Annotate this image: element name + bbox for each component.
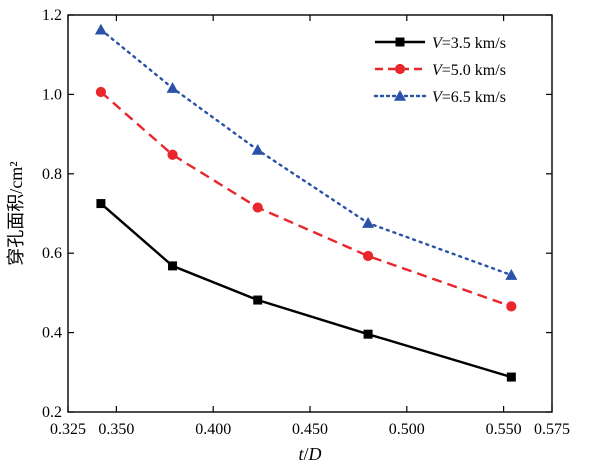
data-point	[394, 90, 406, 101]
data-point	[505, 269, 518, 280]
y-tick-label: 0.8	[42, 166, 62, 183]
data-point	[166, 82, 179, 93]
x-tick-label: 0.325	[50, 421, 86, 438]
data-point	[253, 295, 263, 305]
y-tick-label: 1.2	[42, 7, 62, 24]
data-point	[168, 261, 178, 271]
series-layer	[94, 23, 518, 382]
legend-label: V=3.5 km/s	[432, 35, 506, 52]
data-point	[95, 86, 107, 98]
data-point	[94, 23, 107, 35]
series-1	[96, 199, 516, 382]
data-point	[395, 37, 405, 47]
data-point	[506, 372, 516, 382]
x-tick-label: 0.350	[98, 421, 134, 438]
y-tick-label: 0.4	[42, 325, 62, 342]
series-3	[94, 23, 518, 280]
series-2	[95, 86, 517, 312]
legend-entry-3: V=6.5 km/s	[373, 89, 506, 106]
x-axis-label: t/D	[298, 444, 321, 464]
data-point	[167, 149, 178, 160]
series-line	[100, 91, 512, 308]
axis-ticks: 0.325 0.350 0.400 0.450 0.500 0.550 0.575 0.2 0.…	[42, 7, 570, 438]
legend: V=3.5 km/s V=5.0 km/s V=6.5 km/s	[373, 35, 506, 106]
x-tick-label: 0.400	[195, 421, 231, 438]
legend-entry-2: V=5.0 km/s	[375, 62, 506, 79]
legend-label: V=5.0 km/s	[432, 62, 506, 79]
data-point	[96, 199, 106, 209]
data-point	[394, 63, 406, 75]
data-point	[251, 143, 264, 155]
legend-label: V=6.5 km/s	[432, 89, 506, 106]
x-tick-label: 0.550	[486, 421, 522, 438]
x-tick-label: 0.575	[534, 421, 570, 438]
data-point	[252, 202, 263, 213]
legend-entry-1: V=3.5 km/s	[375, 35, 506, 52]
y-tick-label: 0.2	[42, 404, 62, 421]
data-point	[506, 301, 517, 312]
data-point	[363, 329, 373, 339]
y-axis-label: 穿孔面积/cm²	[6, 161, 26, 265]
data-point	[362, 250, 374, 262]
y-tick-label: 0.6	[42, 245, 62, 262]
x-tick-label: 0.450	[292, 421, 328, 438]
x-tick-label: 0.500	[389, 421, 425, 438]
y-tick-label: 1.0	[42, 86, 62, 103]
data-point	[362, 217, 375, 228]
